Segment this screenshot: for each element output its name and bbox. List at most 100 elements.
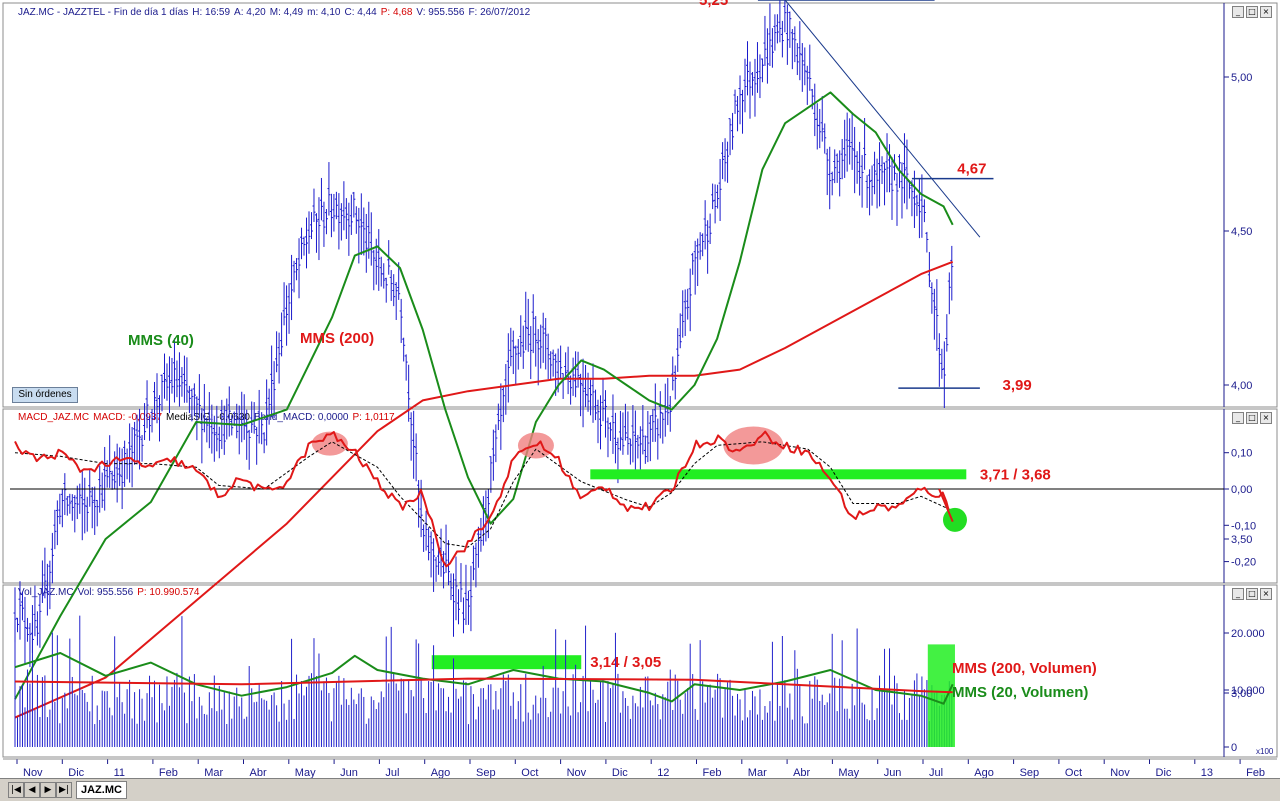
price-tick-label: 4,50 (1231, 226, 1252, 238)
price-maximize-button[interactable]: □ (1246, 6, 1258, 18)
volume-lines: MMS (200, Volumen) MMS (20, Volumen) (14, 652, 1097, 705)
month-label: Jul (385, 767, 399, 779)
header-field: MediaSIG: -0,0630 (166, 412, 250, 423)
header-field: MACD: -0,0937 (93, 412, 162, 423)
volume-close-button[interactable]: × (1260, 588, 1272, 600)
month-label: Nov (567, 767, 587, 779)
header-field: Vol_JAZ.MC (18, 587, 74, 598)
month-label: 12 (657, 767, 669, 779)
header-field: JAZ.MC - JAZZTEL - Fin de día 1 días (18, 7, 188, 18)
month-label: Oct (1065, 767, 1082, 779)
volume-maximize-button[interactable]: □ (1246, 588, 1258, 600)
label-399: 3,99 (1003, 377, 1032, 394)
volume-header: Vol_JAZ.MC Vol: 955.556 P: 10.990.574 (18, 587, 200, 598)
header-field: C: 4,44 (344, 7, 377, 18)
macd-signal-line (14, 441, 953, 548)
macd-line-tail (938, 488, 954, 523)
macd-signal-dot (942, 507, 967, 532)
header-field: Band_MACD: 0,0000 (254, 412, 349, 423)
volume-tick-label: 10.000 (1231, 685, 1265, 697)
month-label: May (838, 767, 859, 779)
label-525: 5,25 (699, 0, 728, 9)
mms200-line (14, 260, 954, 719)
month-label: 11 (114, 767, 125, 779)
support-band-mid (590, 469, 967, 480)
header-field: P: 10.990.574 (137, 587, 200, 598)
month-label: Dic (612, 767, 628, 779)
axis-ticks: 5,00 4,50 4,00 3,50 3,00 0,10 0,00 -0,10 -0,20 20… (1224, 72, 1265, 754)
volume-tick-label: 0 (1231, 742, 1237, 754)
volume-tick-label: 20.000 (1231, 628, 1265, 640)
label-371-368: 3,71 / 3,68 (980, 466, 1051, 483)
month-label: Mar (748, 767, 767, 779)
mms40-line (14, 91, 954, 700)
first-sheet-button[interactable]: |◀ (8, 782, 24, 798)
month-label: Jun (340, 767, 358, 779)
label-314-305: 3,14 / 3,05 (590, 654, 661, 671)
month-label: Ago (431, 767, 451, 779)
header-field: A: 4,20 (234, 7, 266, 18)
macd-group (10, 426, 1224, 568)
header-field: m: 4,10 (307, 7, 341, 18)
price-tick-label: 3,50 (1231, 534, 1252, 546)
price-annotations: 5,25 4,67 3,99 3,71 / 3,68 3,14 / 3,05 MMS (4… (128, 0, 1051, 671)
macd-maximize-button[interactable]: □ (1246, 412, 1258, 424)
month-label: Feb (1246, 767, 1265, 779)
macd-tick-label: 0,00 (1231, 484, 1252, 496)
month-label: Mar (204, 767, 223, 779)
price-lines (14, 91, 954, 719)
volume-minimize-button[interactable]: _ (1232, 588, 1244, 600)
price-minimize-button[interactable]: _ (1232, 6, 1244, 18)
month-label: Sep (476, 767, 496, 779)
vol-mms200-line (14, 677, 953, 694)
month-labels: Nov Dic 11 Feb Mar Abr May Jun Jul Ago Sep Oct Nov Di… (16, 759, 1265, 779)
price-close-button[interactable]: × (1260, 6, 1272, 18)
macd-tick-label: -0,10 (1231, 520, 1256, 532)
header-field: V: 955.556 (416, 7, 464, 18)
prev-sheet-button[interactable]: ◀ (24, 782, 40, 798)
volume-highlight-band (927, 644, 955, 747)
header-field: M: 4,49 (270, 7, 304, 18)
header-field: P: 1,0117 (353, 412, 396, 423)
macd-line (14, 430, 951, 568)
month-label: Oct (521, 767, 538, 779)
month-label: Jun (884, 767, 902, 779)
price-tick-label: 4,00 (1231, 380, 1252, 392)
month-label: Ago (974, 767, 994, 779)
price-bars (13, 0, 954, 668)
header-field: H: 16:59 (192, 7, 230, 18)
header-field: Vol: 955.556 (78, 587, 134, 598)
month-label: Abr (250, 767, 267, 779)
support-band-low (431, 655, 582, 670)
price-panel (2, 2, 1278, 408)
price-header: JAZ.MC - JAZZTEL - Fin de día 1 días H: 1… (18, 7, 531, 18)
sin-ordenes-badge[interactable]: Sin órdenes (12, 387, 78, 403)
header-field: P: 4,68 (381, 7, 413, 18)
price-tick-label: 5,00 (1231, 72, 1252, 84)
month-label: Abr (793, 767, 810, 779)
month-label: Feb (159, 767, 178, 779)
label-mms200: MMS (200) (300, 330, 374, 347)
header-field: MACD_JAZ.MC (18, 412, 89, 423)
label-mms200-volumen: MMS (200, Volumen) (952, 660, 1097, 677)
month-label: Nov (23, 767, 43, 779)
macd-close-button[interactable]: × (1260, 412, 1272, 424)
month-label: Nov (1110, 767, 1130, 779)
sheet-tab-jaz[interactable]: JAZ.MC (76, 781, 127, 799)
month-label: Dic (1156, 767, 1172, 779)
macd-header: MACD_JAZ.MC MACD: -0,0937 MediaSIG: -0,063… (18, 412, 395, 423)
macd-minimize-button[interactable]: _ (1232, 412, 1244, 424)
sheet-tab-bar: |◀ ◀ ▶ ▶| JAZ.MC (0, 778, 1280, 801)
month-label: May (295, 767, 316, 779)
next-sheet-button[interactable]: ▶ (40, 782, 56, 798)
macd-tick-label: -0,20 (1231, 557, 1256, 569)
label-mms40: MMS (40) (128, 332, 194, 349)
month-label: Sep (1020, 767, 1040, 779)
label-467: 4,67 (957, 161, 986, 178)
month-label: Jul (929, 767, 943, 779)
last-sheet-button[interactable]: ▶| (56, 782, 72, 798)
volume-scale-label: x100 (1256, 747, 1274, 756)
label-mms20-volumen: MMS (20, Volumen) (952, 684, 1088, 701)
macd-tick-label: 0,10 (1231, 448, 1252, 460)
